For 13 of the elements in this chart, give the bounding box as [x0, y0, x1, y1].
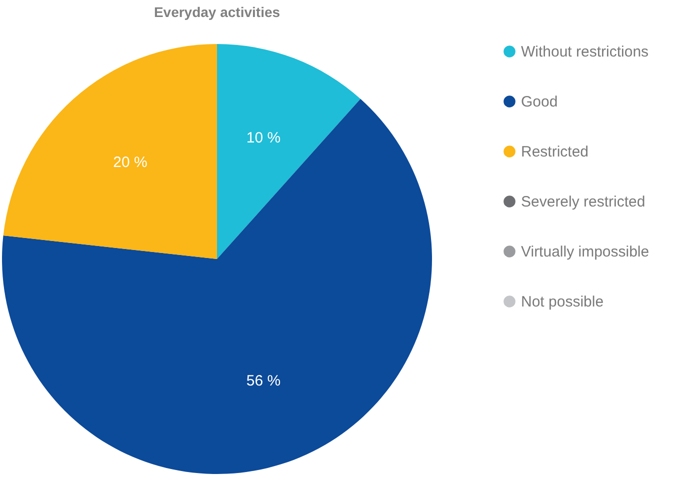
legend-label: Good [521, 94, 558, 110]
data-label: 10 % [246, 130, 281, 147]
chart-title: Everyday activities [154, 4, 280, 20]
legend-label: Without restrictions [521, 44, 649, 60]
data-label: 20 % [113, 154, 148, 172]
data-label: 56 % [246, 372, 281, 390]
legend-label: Not possible [521, 294, 604, 310]
pie-slice [217, 44, 360, 259]
legend-label: Virtually impossible [521, 244, 650, 260]
pie-slice [2, 98, 432, 474]
pie-slice [3, 44, 217, 259]
legend-label: Severely restricted [521, 194, 646, 210]
legend-label: Restricted [521, 144, 589, 160]
